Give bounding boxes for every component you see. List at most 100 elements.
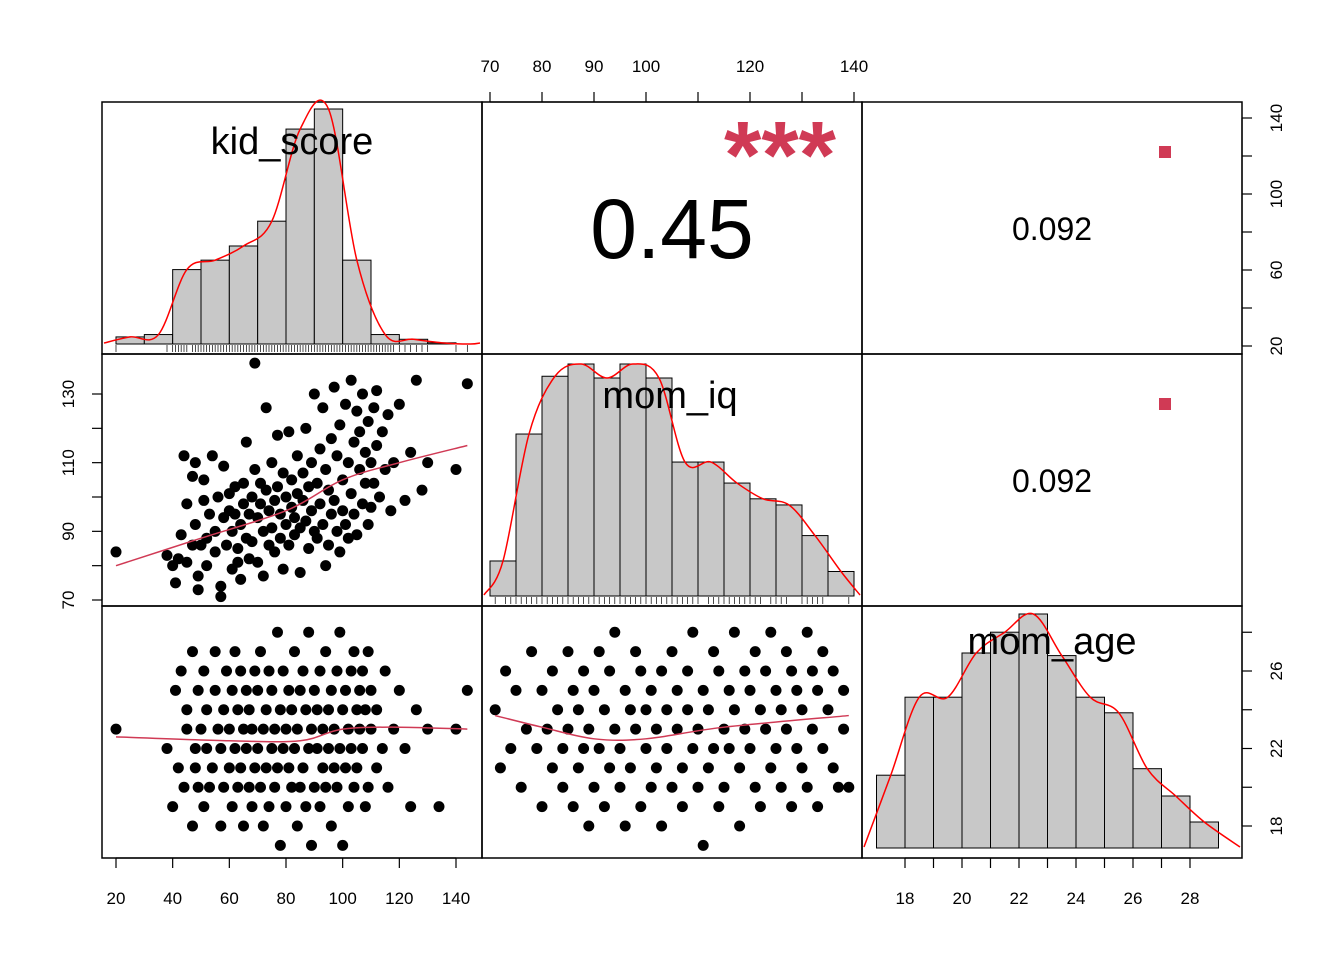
point-mom_iq_vs_kid_score-114 <box>342 457 354 469</box>
histogram-bar-kid_score-3 <box>200 259 230 345</box>
point-mom_age_vs_kid_score-130 <box>365 723 377 735</box>
point-mom_age_vs_kid_score-1 <box>161 743 173 754</box>
histogram-bar-mom_iq-12 <box>801 535 829 597</box>
point-mom_age_vs_kid_score-36 <box>232 781 244 793</box>
point-mom_age_vs_mom_iq-0 <box>489 704 501 716</box>
point-mom_age_vs_kid_score-90 <box>308 781 320 793</box>
point-mom_age_vs_kid_score-122 <box>354 684 366 696</box>
point-mom_age_vs_mom_iq-78 <box>718 781 730 793</box>
point-mom_age_vs_mom_iq-3 <box>505 743 517 754</box>
point-mom_age_vs_kid_score-22 <box>209 684 221 696</box>
tick-label-bottom-100: 100 <box>328 889 356 908</box>
point-mom_age_vs_mom_iq-9 <box>536 801 548 813</box>
point-mom_age_vs_kid_score-64 <box>272 626 283 638</box>
point-mom_iq_vs_kid_score-71 <box>280 491 292 503</box>
point-mom_iq_vs_kid_score-102 <box>325 433 337 445</box>
point-mom_age_vs_kid_score-140 <box>405 801 417 813</box>
point-mom_age_vs_mom_iq-99 <box>775 781 787 793</box>
point-mom_age_vs_mom_iq-16 <box>557 743 569 754</box>
histogram-bar-mom_iq-10 <box>749 498 777 597</box>
point-mom_age_vs_mom_iq-65 <box>687 743 699 754</box>
point-mom_iq_vs_kid_score-106 <box>331 525 343 537</box>
point-mom_age_vs_kid_score-127 <box>359 704 371 716</box>
point-mom_age_vs_mom_iq-88 <box>744 684 756 696</box>
point-mom_iq_vs_kid_score-64 <box>272 481 283 493</box>
point-mom_age_vs_mom_iq-86 <box>739 723 751 735</box>
point-mom_age_vs_mom_iq-96 <box>765 626 777 638</box>
point-mom_iq_vs_kid_score-147 <box>422 457 434 469</box>
point-mom_age_vs_kid_score-86 <box>303 743 315 754</box>
point-mom_age_vs_mom_iq-49 <box>645 781 657 793</box>
point-mom_age_vs_kid_score-6 <box>178 781 190 793</box>
point-mom_age_vs_mom_iq-7 <box>526 646 538 658</box>
point-mom_iq_vs_kid_score-40 <box>238 498 249 510</box>
tick-label-right-top-20: 20 <box>1267 337 1286 356</box>
point-mom_age_vs_mom_iq-81 <box>728 704 740 716</box>
tick-label-top-70: 70 <box>481 57 500 76</box>
point-mom_age_vs_kid_score-20 <box>204 781 215 793</box>
correlation-value-0: 0.45 <box>590 182 754 276</box>
point-mom_iq_vs_kid_score-4 <box>172 553 184 565</box>
point-mom_age_vs_mom_iq-100 <box>775 704 787 716</box>
point-mom_age_vs_kid_score-118 <box>348 646 360 658</box>
point-mom_iq_vs_kid_score-3 <box>170 577 181 589</box>
point-mom_age_vs_kid_score-101 <box>323 743 334 754</box>
point-mom_iq_vs_kid_score-43 <box>240 436 252 448</box>
point-mom_age_vs_mom_iq-21 <box>572 762 584 774</box>
point-mom_iq_vs_kid_score-128 <box>362 518 374 530</box>
point-mom_age_vs_mom_iq-5 <box>515 781 527 793</box>
point-mom_age_vs_kid_score-145 <box>461 684 473 696</box>
point-mom_age_vs_mom_iq-82 <box>728 626 740 638</box>
histogram-bar-mom_iq-9 <box>723 482 751 597</box>
point-mom_iq_vs_kid_score-20 <box>204 508 215 520</box>
point-mom_age_vs_mom_iq-59 <box>671 723 683 735</box>
point-mom_age_vs_kid_score-134 <box>376 743 388 754</box>
point-mom_age_vs_kid_score-99 <box>320 781 332 793</box>
point-mom_iq_vs_kid_score-111 <box>337 505 349 517</box>
point-mom_age_vs_kid_score-129 <box>362 646 374 658</box>
point-mom_age_vs_mom_iq-101 <box>780 646 792 658</box>
point-mom_iq_vs_kid_score-140 <box>385 505 397 517</box>
point-mom_age_vs_mom_iq-102 <box>780 723 792 735</box>
point-mom_iq_vs_kid_score-97 <box>317 518 329 530</box>
point-mom_age_vs_kid_score-110 <box>337 704 349 716</box>
point-mom_age_vs_kid_score-19 <box>201 704 213 716</box>
point-mom_age_vs_mom_iq-68 <box>692 723 704 735</box>
point-mom_age_vs_kid_score-17 <box>198 801 210 813</box>
point-mom_age_vs_kid_score-13 <box>192 781 204 793</box>
point-mom_iq_vs_kid_score-91 <box>308 388 320 400</box>
point-mom_age_vs_kid_score-132 <box>371 762 383 774</box>
point-mom_age_vs_kid_score-35 <box>229 646 241 658</box>
histogram-bar-mom_iq-5 <box>619 363 647 597</box>
point-mom_iq_vs_kid_score-87 <box>303 481 315 493</box>
point-mom_iq_vs_kid_score-143 <box>399 494 411 506</box>
point-mom_age_vs_kid_score-80 <box>294 684 306 696</box>
point-mom_iq_vs_kid_score-46 <box>246 491 258 503</box>
histogram-bar-mom_age-6 <box>1047 655 1077 849</box>
point-mom_age_vs_kid_score-89 <box>306 839 317 851</box>
point-mom_age_vs_kid_score-125 <box>357 665 368 677</box>
point-mom_age_vs_kid_score-136 <box>382 781 394 793</box>
histogram-bar-kid_score-9 <box>370 334 400 345</box>
point-mom_age_vs_kid_score-61 <box>266 684 278 696</box>
tick-label-top-120: 120 <box>736 57 764 76</box>
point-mom_age_vs_mom_iq-35 <box>609 723 621 735</box>
point-mom_age_vs_kid_score-107 <box>331 781 343 793</box>
tick-label-bottom-age-28: 28 <box>1181 889 1200 908</box>
point-mom_age_vs_kid_score-33 <box>226 684 238 696</box>
point-mom_age_vs_mom_iq-94 <box>760 665 772 677</box>
point-mom_age_vs_mom_iq-90 <box>749 646 761 658</box>
point-mom_age_vs_kid_score-7 <box>181 723 193 735</box>
point-mom_age_vs_mom_iq-2 <box>500 665 512 677</box>
point-mom_age_vs_mom_iq-26 <box>583 723 595 735</box>
correlation-layer: 0.45*** 0.092. 0.092. <box>590 102 1171 499</box>
point-mom_age_vs_mom_iq-106 <box>791 684 803 696</box>
point-mom_iq_vs_kid_score-146 <box>416 484 428 496</box>
point-mom_iq_vs_kid_score-135 <box>371 385 383 397</box>
point-mom_age_vs_kid_score-62 <box>269 781 281 793</box>
point-mom_age_vs_kid_score-97 <box>317 723 329 735</box>
point-mom_iq_vs_kid_score-62 <box>269 546 281 558</box>
point-mom_age_vs_mom_iq-54 <box>656 820 668 832</box>
point-mom_age_vs_kid_score-58 <box>263 665 275 677</box>
point-mom_age_vs_mom_iq-103 <box>786 801 798 813</box>
